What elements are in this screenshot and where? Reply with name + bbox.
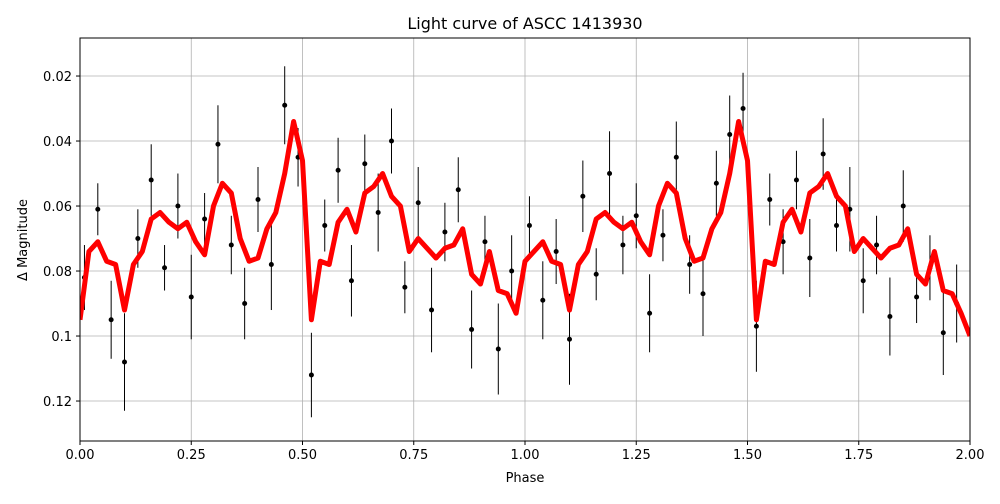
data-point (807, 255, 813, 261)
data-point (593, 271, 599, 277)
data-point (793, 177, 799, 183)
data-point (607, 171, 613, 177)
x-tick-label: 0.25 (177, 448, 206, 463)
data-point (122, 359, 127, 365)
x-tick-label: 1.25 (622, 448, 651, 463)
data-point (442, 229, 448, 235)
data-point (215, 141, 221, 147)
data-point (767, 197, 773, 203)
data-point (914, 294, 920, 300)
data-point (362, 161, 368, 167)
data-point (780, 239, 786, 245)
data-point (348, 278, 354, 284)
x-tick-label: 2.00 (956, 448, 985, 463)
y-tick-label: 0.06 (43, 200, 72, 215)
data-point (389, 138, 394, 144)
y-tick-label: 0.02 (43, 70, 72, 85)
x-tick-label: 1.00 (511, 448, 540, 463)
y-tick-label: 0.12 (43, 395, 72, 410)
data-point (540, 297, 546, 303)
data-point (553, 249, 559, 255)
x-axis-label: Phase (506, 471, 545, 486)
data-point (727, 132, 733, 138)
data-point (148, 177, 154, 183)
x-tick-label: 0.00 (66, 448, 95, 463)
data-point (700, 291, 706, 297)
model-curve (80, 119, 970, 337)
data-point (820, 151, 826, 157)
x-tick-label: 0.50 (288, 448, 317, 463)
data-point (509, 268, 515, 274)
data-point (282, 102, 288, 108)
data-point (455, 187, 461, 193)
x-tick-label: 0.75 (399, 448, 428, 463)
data-point (375, 210, 381, 216)
data-point (633, 213, 639, 219)
data-point (308, 372, 314, 378)
data-point (175, 203, 181, 209)
data-point (108, 317, 114, 323)
data-point (860, 278, 866, 284)
data-point (402, 284, 408, 290)
y-tick-label: 0.1 (51, 330, 72, 345)
data-point (322, 223, 328, 229)
data-point (162, 265, 168, 271)
x-tick-label: 1.75 (844, 448, 873, 463)
data-point (887, 314, 893, 320)
data-point (429, 307, 435, 313)
data-point (660, 232, 666, 238)
data-point (482, 239, 488, 245)
data-point (335, 167, 341, 173)
data-point (495, 346, 501, 352)
data-point (255, 197, 261, 203)
data-point (228, 242, 234, 248)
data-point (580, 193, 586, 199)
data-point (415, 200, 421, 206)
data-point (268, 262, 274, 268)
data-point (526, 223, 532, 229)
data-point (647, 310, 653, 316)
data-point (469, 327, 475, 333)
data-point (900, 203, 906, 209)
chart-title: Light curve of ASCC 1413930 (407, 14, 642, 33)
y-tick-label: 0.08 (43, 265, 72, 280)
data-point (940, 330, 946, 336)
ticks: 0.00 0.25 0.50 0.75 1.00 1.25 1.50 1.75 2.00 0.02… (43, 70, 984, 463)
data-point (202, 216, 208, 222)
data-point (188, 294, 194, 300)
data-point (687, 262, 693, 268)
data-point (874, 242, 880, 248)
data-point (620, 242, 626, 248)
data-point (673, 154, 679, 160)
y-axis-label: Δ Magnitude (16, 199, 31, 281)
data-point (567, 336, 572, 342)
data-point (135, 236, 141, 242)
y-tick-label: 0.04 (43, 135, 72, 150)
plot-area (80, 66, 970, 418)
data-point (713, 180, 719, 186)
x-tick-label: 1.50 (733, 448, 762, 463)
data-point (95, 206, 101, 212)
data-point (753, 323, 759, 329)
data-point (834, 223, 839, 229)
data-point (740, 106, 746, 112)
data-point (242, 301, 248, 307)
